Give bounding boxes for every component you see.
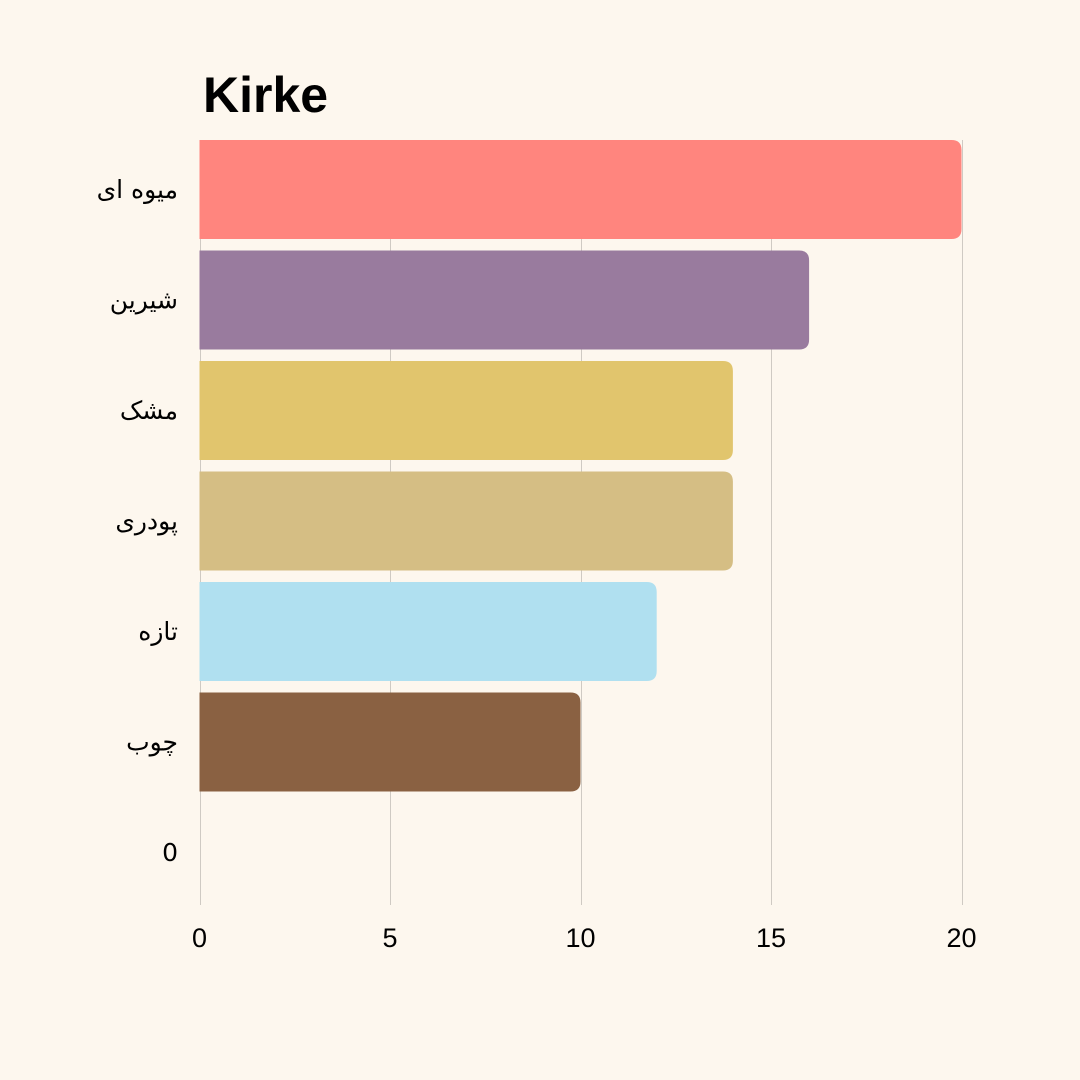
bar-0 bbox=[199, 140, 962, 239]
x-tick-label-15: 15 bbox=[756, 923, 786, 953]
category-label-2: مشک bbox=[120, 396, 178, 425]
x-axis-ticks: 0 5 10 15 20 bbox=[192, 923, 977, 953]
x-tick-label-10: 10 bbox=[565, 923, 595, 953]
bar-2 bbox=[199, 361, 733, 460]
bar-1 bbox=[199, 250, 810, 350]
chart-title: Kirke bbox=[203, 67, 328, 123]
x-tick-label-5: 5 bbox=[382, 923, 397, 953]
bar-4 bbox=[199, 582, 657, 681]
bar-3 bbox=[199, 471, 733, 571]
x-tick-label-0: 0 bbox=[192, 923, 207, 953]
category-label-1: شیرین bbox=[110, 286, 178, 315]
category-label-3: پودری bbox=[115, 507, 178, 536]
category-label-5: چوب bbox=[126, 728, 178, 757]
category-label-0: میوه ای bbox=[97, 175, 178, 204]
category-label-6: 0 bbox=[162, 838, 178, 867]
x-tick-label-20: 20 bbox=[946, 923, 976, 953]
category-label-4: تازه bbox=[138, 617, 178, 646]
bars bbox=[199, 140, 962, 792]
category-labels: میوه ای شیرین مشک پودری تازه چوب 0 bbox=[97, 175, 178, 867]
bar-5 bbox=[199, 692, 581, 792]
